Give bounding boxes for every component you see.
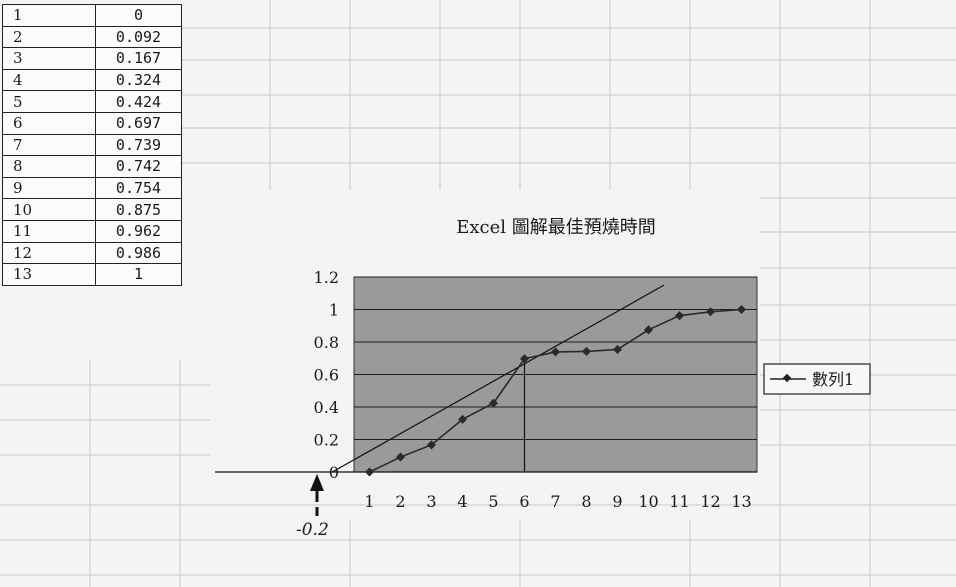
y-tick-label: 1.2: [314, 268, 339, 287]
row-index-cell: 6: [2, 111, 96, 135]
table-row: 12 0.986: [2, 241, 182, 265]
legend-label: 數列1: [812, 370, 854, 389]
table-row: 10 0.875: [2, 198, 182, 221]
row-index-cell: 5: [2, 90, 96, 113]
x-tick-label: 5: [488, 492, 498, 511]
row-value-cell: 0.754: [95, 176, 182, 200]
table-row: 4 0.324: [2, 68, 182, 92]
x-tick-label: 1: [364, 492, 374, 511]
row-value-cell: 1: [95, 263, 182, 286]
y-tick-label: 0.8: [314, 333, 339, 352]
series-point: [674, 311, 685, 321]
x-tick-label: 13: [731, 492, 751, 511]
x-tick-label: 2: [395, 492, 405, 511]
x-tick-label: 9: [612, 492, 622, 511]
row-index-cell: 7: [2, 133, 96, 157]
x-tick-label: 4: [457, 492, 467, 511]
x-tick-label: 10: [638, 492, 658, 511]
y-tick-label: 0.6: [314, 366, 339, 385]
table-row: 7 0.739: [2, 133, 182, 157]
legend: 數列1: [763, 363, 871, 395]
row-value-cell: 0.697: [95, 111, 182, 135]
x-tick-label: 7: [550, 492, 560, 511]
tangent-line: [332, 284, 665, 473]
legend-marker: [782, 373, 792, 383]
row-index-cell: 1: [2, 4, 96, 27]
x-tick-label: 8: [581, 492, 591, 511]
table-row: 8 0.742: [2, 155, 182, 178]
x-tick-label: 6: [519, 492, 529, 511]
data-table: 1 0 2 0.092 3 0.167 4 0.324 5 0.424 6 0.697 7 0.739 8 0…: [2, 4, 182, 286]
series-point: [519, 354, 530, 364]
row-index-cell: 12: [2, 241, 96, 265]
x-tick-label: 12: [700, 492, 720, 511]
row-value-cell: 0: [95, 4, 182, 27]
row-index-cell: 2: [2, 25, 96, 49]
y-tick-label: 1: [329, 301, 339, 320]
row-value-cell: 0.875: [95, 198, 182, 221]
table-row: 3 0.167: [2, 47, 182, 70]
arrow-marker: [310, 474, 324, 516]
x-axis-tick-labels: 1 2 3 4 5 6 7 8 9 10 11 12 13: [364, 492, 751, 511]
row-index-cell: 13: [2, 263, 96, 286]
series-point: [705, 307, 716, 317]
table-row: 11 0.962: [2, 219, 182, 243]
y-tick-label: 0.4: [314, 398, 339, 417]
table-row: 9 0.754: [2, 176, 182, 200]
row-index-cell: 11: [2, 219, 96, 243]
row-value-cell: 0.167: [95, 47, 182, 70]
row-index-cell: 8: [2, 155, 96, 178]
table-row: 6 0.697: [2, 111, 182, 135]
table-row: 13 1: [2, 263, 182, 286]
row-value-cell: 0.742: [95, 155, 182, 178]
row-index-cell: 3: [2, 47, 96, 70]
y-axis-tick-labels: 0 0.2 0.4 0.6 0.8 1 1.2: [314, 268, 339, 482]
row-value-cell: 0.739: [95, 133, 182, 157]
row-index-cell: 4: [2, 68, 96, 92]
x-tick-label: 3: [426, 492, 436, 511]
y-tick-label: 0.2: [314, 431, 339, 450]
series-point: [581, 346, 592, 356]
annotation-label: -0.2: [296, 520, 329, 540]
y-tick-label: 0: [329, 463, 339, 482]
grid-lines: [354, 276, 757, 440]
row-value-cell: 0.962: [95, 219, 182, 243]
table-row: 2 0.092: [2, 25, 182, 49]
row-value-cell: 0.986: [95, 241, 182, 265]
row-index-cell: 10: [2, 198, 96, 221]
x-tick-label: 11: [669, 492, 689, 511]
chart-title: Excel 圖解最佳預燒時間: [456, 217, 656, 238]
